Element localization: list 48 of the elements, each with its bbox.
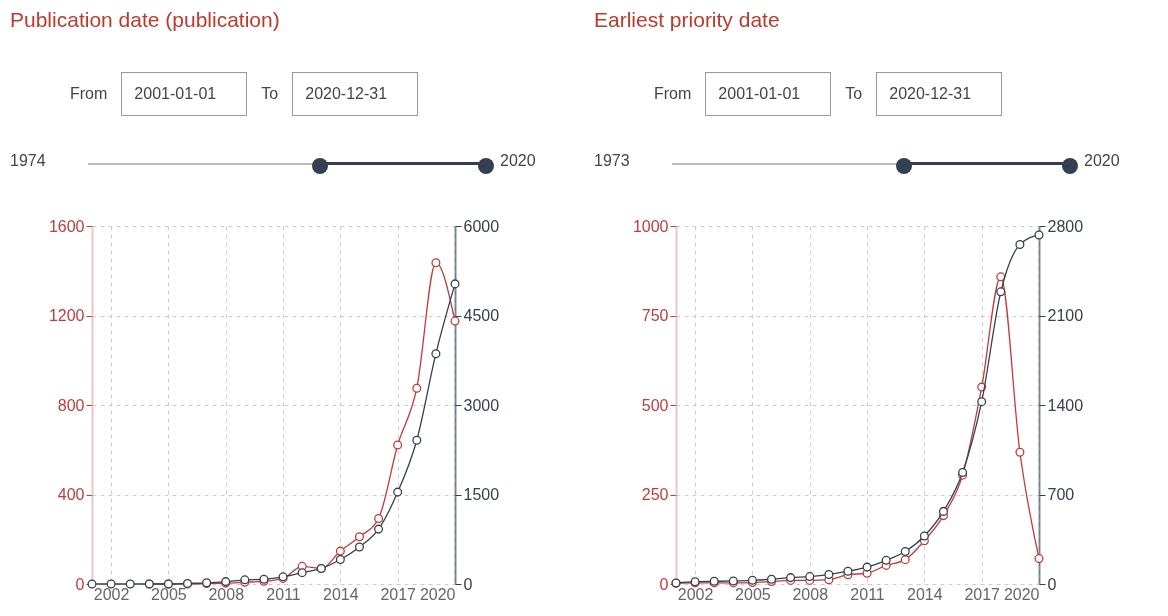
y2-tick-label: 6000 (463, 217, 500, 235)
x-tick-label: 2002 (93, 585, 130, 603)
y2-tick-label: 2800 (1047, 217, 1084, 235)
y2-tick-label: 2100 (1047, 307, 1084, 324)
y2-tick-label: 1400 (1047, 396, 1084, 414)
x-tick-label: 2002 (677, 585, 714, 603)
x-tick-label: 2014 (323, 585, 359, 603)
y-tick-label: 0 (659, 575, 669, 593)
x-tick-label: 2005 (151, 585, 187, 603)
y-tick-label: 1600 (48, 217, 85, 235)
y-tick-label: 400 (57, 486, 85, 503)
date-field: 2020-12-31 (876, 72, 1003, 116)
x-tick-label: 2017 (964, 585, 1001, 603)
y-tick-label: 800 (57, 396, 85, 414)
text: 2020 (500, 152, 536, 170)
text: From (654, 85, 692, 103)
text: 2020 (1084, 152, 1120, 170)
y2-tick-label: 1500 (463, 486, 500, 503)
y-tick-label: 250 (641, 486, 669, 503)
date-field: 2020-12-31 (292, 72, 419, 116)
chart-title: Publication date (publication) (10, 8, 280, 32)
date-field: 2001-01-01 (705, 72, 832, 116)
y-tick-label: 1200 (48, 307, 85, 324)
y2-tick-label: 0 (463, 575, 473, 593)
y2-tick-label: 3000 (463, 396, 500, 414)
y-tick-label: 0 (75, 575, 85, 593)
y-tick-label: 500 (641, 396, 669, 414)
y-tick-label: 1000 (632, 217, 669, 235)
text: To (261, 85, 279, 103)
chart-title: Earliest priority date (594, 8, 780, 32)
y-tick-label: 750 (641, 307, 669, 324)
x-tick-label: 2014 (907, 585, 943, 603)
text: To (845, 85, 863, 103)
x-tick-label: 2011 (850, 585, 885, 603)
text: From (70, 85, 108, 103)
x-tick-label: 2008 (792, 585, 829, 603)
y2-tick-label: 0 (1047, 575, 1057, 593)
x-tick-label: 2008 (208, 585, 245, 603)
x-tick-label: 2011 (266, 585, 301, 603)
x-tick-label: 2020 (1003, 585, 1040, 603)
text: 1974 (10, 152, 46, 170)
y2-tick-label: 4500 (463, 307, 500, 324)
x-tick-label: 2017 (380, 585, 417, 603)
date-field: 2001-01-01 (121, 72, 248, 116)
x-tick-label: 2005 (735, 585, 771, 603)
x-tick-label: 2020 (419, 585, 456, 603)
y2-tick-label: 700 (1047, 486, 1075, 503)
text: 1973 (594, 152, 630, 170)
